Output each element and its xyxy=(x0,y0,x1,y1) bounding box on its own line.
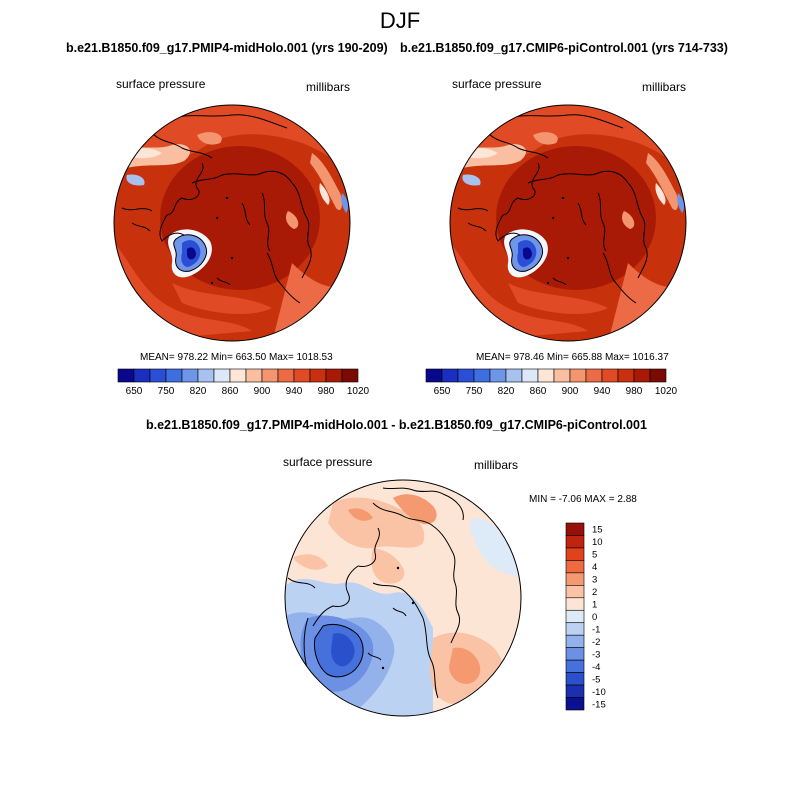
left-colorbar-label: 860 xyxy=(222,386,239,397)
right-colorbar-label: 980 xyxy=(626,386,643,397)
right-colorbar-box xyxy=(569,368,587,383)
diff-colorbar-label: 0 xyxy=(592,612,597,623)
diff-colorbar-box xyxy=(565,647,585,661)
diff-variable-label: surface pressure xyxy=(283,455,373,469)
left-colorbar-box xyxy=(117,368,135,383)
left-polar-map xyxy=(114,105,350,341)
right-colorbar-box xyxy=(441,368,459,383)
left-colorbar-box xyxy=(229,368,247,383)
left-colorbar-label: 900 xyxy=(254,386,271,397)
left-colorbar-box xyxy=(309,368,327,383)
diff-colorbar-label: 4 xyxy=(592,562,597,573)
diff-colorbar-label: 10 xyxy=(592,537,603,548)
left-colorbar-box xyxy=(325,368,343,383)
diff-units-label: millibars xyxy=(474,458,519,472)
right-colorbar-label: 1020 xyxy=(655,386,678,397)
diff-colorbar-label: 2 xyxy=(592,587,597,598)
left-colorbar-label: 750 xyxy=(158,386,175,397)
right-colorbar-label: 750 xyxy=(466,386,483,397)
diff-colorbar-label: -15 xyxy=(592,699,606,710)
right-colorbar-label: 820 xyxy=(498,386,515,397)
diff-colorbar-box xyxy=(565,560,585,574)
left-colorbar-box xyxy=(261,368,279,383)
right-colorbar-box xyxy=(617,368,635,383)
left-colorbar-box xyxy=(181,368,199,383)
right-colorbar-box xyxy=(601,368,619,383)
left-colorbar-label: 820 xyxy=(190,386,207,397)
left-colorbar-box xyxy=(213,368,231,383)
left-case-title: b.e21.B1850.f09_g17.PMIP4-midHolo.001 (y… xyxy=(66,41,388,55)
diff-colorbar-label: 5 xyxy=(592,550,597,561)
left-colorbar-label: 940 xyxy=(286,386,303,397)
right-colorbar-label: 900 xyxy=(562,386,579,397)
diff-colorbar-box xyxy=(565,672,585,686)
diff-colorbar-label: -1 xyxy=(592,624,600,635)
left-colorbar-box xyxy=(277,368,295,383)
diff-colorbar-box xyxy=(565,622,585,636)
left-colorbar-box xyxy=(245,368,263,383)
diff-colorbar-label: 15 xyxy=(592,525,603,536)
left-colorbar-label: 1020 xyxy=(347,386,370,397)
right-colorbar-box xyxy=(489,368,507,383)
left-colorbar-box xyxy=(165,368,183,383)
diff-colorbar-box xyxy=(565,547,585,561)
right-colorbar-label: 650 xyxy=(434,386,451,397)
right-colorbar-box xyxy=(473,368,491,383)
right-colorbar-box xyxy=(537,368,555,383)
diff-colorbar-label: -3 xyxy=(592,649,600,660)
diff-colorbar-label: -2 xyxy=(592,637,600,648)
left-colorbar-box xyxy=(341,368,359,383)
left-colorbar: 650 750 820 860 900 940 980 1020 xyxy=(117,368,370,397)
left-colorbar-box xyxy=(149,368,167,383)
left-colorbar-label: 650 xyxy=(126,386,143,397)
right-colorbar-box xyxy=(505,368,523,383)
diff-colorbar-box xyxy=(565,585,585,599)
left-colorbar-box xyxy=(197,368,215,383)
right-polar-map xyxy=(450,105,686,341)
diff-colorbar-box xyxy=(565,609,585,624)
left-colorbar-box xyxy=(293,368,311,383)
right-units-label: millibars xyxy=(642,80,687,94)
diff-colorbar-box xyxy=(565,572,585,586)
left-stats: MEAN= 978.22 Min= 663.50 Max= 1018.53 xyxy=(140,352,333,363)
right-colorbar-box xyxy=(649,368,667,383)
right-case-title: b.e21.B1850.f09_g17.CMIP6-piControl.001 … xyxy=(400,41,728,55)
right-colorbar-box xyxy=(585,368,603,383)
right-colorbar: 650 750 820 860 900 940 980 1020 xyxy=(425,368,678,397)
right-colorbar-label: 940 xyxy=(594,386,611,397)
diff-colorbar-box xyxy=(565,597,585,611)
right-colorbar-label: 860 xyxy=(530,386,547,397)
difference-polar-map xyxy=(285,480,521,716)
right-colorbar-box xyxy=(457,368,475,383)
left-variable-label: surface pressure xyxy=(116,77,206,91)
right-colorbar-box xyxy=(553,368,571,383)
diff-colorbar-label: -5 xyxy=(592,674,600,685)
left-colorbar-label: 980 xyxy=(318,386,335,397)
diff-colorbar-label: 1 xyxy=(592,600,597,611)
diff-colorbar-box xyxy=(565,522,585,536)
diff-stats: MIN = -7.06 MAX = 2.88 xyxy=(529,494,637,505)
diff-colorbar-label: 3 xyxy=(592,575,597,586)
diff-colorbar-label: -10 xyxy=(592,687,606,698)
diff-colorbar-box xyxy=(565,684,585,698)
figure-title: DJF xyxy=(379,8,421,33)
diff-colorbar-label: -4 xyxy=(592,662,600,673)
diff-colorbar-box xyxy=(565,535,585,549)
diff-colorbar-box xyxy=(565,634,585,648)
left-units-label: millibars xyxy=(306,80,351,94)
right-colorbar-box xyxy=(425,368,443,383)
right-colorbar-box xyxy=(521,368,539,383)
right-colorbar-box xyxy=(633,368,651,383)
right-variable-label: surface pressure xyxy=(452,77,542,91)
difference-title: b.e21.B1850.f09_g17.PMIP4-midHolo.001 - … xyxy=(146,418,647,432)
left-colorbar-box xyxy=(133,368,151,383)
diff-colorbar-box xyxy=(565,659,585,673)
right-stats: MEAN= 978.46 Min= 665.88 Max= 1016.37 xyxy=(476,352,669,363)
diff-colorbar-box xyxy=(565,697,585,711)
